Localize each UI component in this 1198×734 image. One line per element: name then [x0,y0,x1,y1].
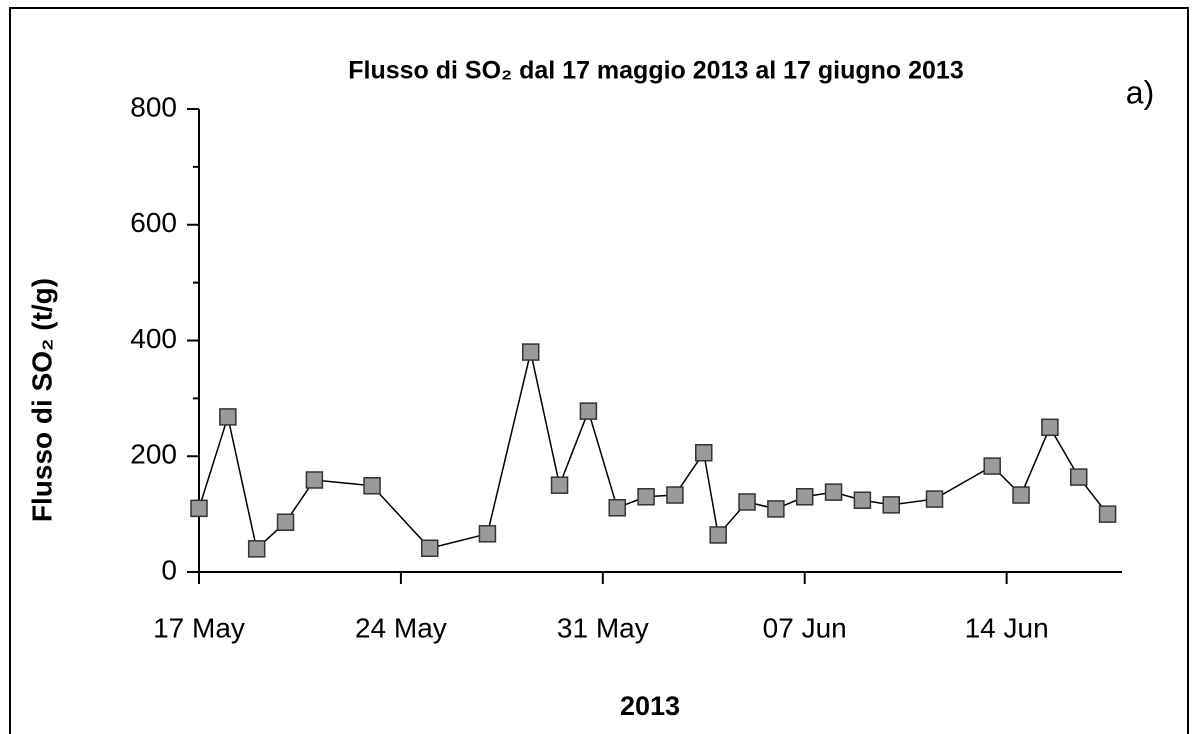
marker [882,496,900,514]
marker [1098,505,1117,523]
x-tick-label: 24 May [355,612,447,643]
marker [608,499,626,517]
series-line [198,351,1109,551]
y-tick-label: 200 [130,439,177,470]
y-tick-label: 600 [130,207,177,238]
x-tick-label: 17 May [153,612,245,643]
marker [550,476,569,494]
marker [925,490,944,508]
marker [853,491,872,509]
y-tick-label: 400 [130,323,177,354]
marker [363,477,381,495]
frame [9,7,1189,734]
y-axis-label: Flusso di SO₂ (t/g) [26,278,57,522]
y-tick-label: 800 [130,91,177,122]
marker [478,525,497,543]
x-tick-label: 31 May [557,612,649,643]
marker [709,526,727,544]
marker [666,486,684,504]
x-tick-label: 14 Jun [965,612,1049,643]
marker [983,457,1001,475]
y-tick-label: 0 [161,554,177,585]
marker [276,513,295,531]
marker [579,402,598,420]
x-axis-label: 2013 [620,691,680,721]
marker [695,444,713,462]
marker [190,499,208,518]
marker [219,408,237,426]
marker [637,488,655,506]
marker [521,343,540,361]
marker [1012,486,1030,504]
marker [795,488,814,506]
marker [738,493,756,511]
marker [1069,468,1088,486]
marker [824,483,843,501]
marker [1041,418,1059,437]
chart-title: Flusso di SO₂ dal 17 maggio 2013 al 17 g… [348,57,963,85]
marker [305,471,324,489]
marker [767,500,785,518]
x-tick-label: 07 Jun [763,612,847,643]
annotation: a) [1126,74,1154,110]
marker [247,540,266,558]
marker [421,539,439,558]
